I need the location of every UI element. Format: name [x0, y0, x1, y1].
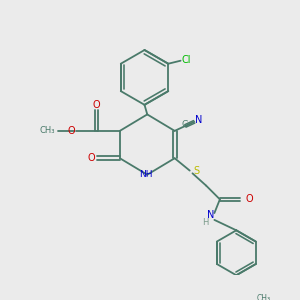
Text: N: N	[207, 210, 214, 220]
Text: Cl: Cl	[181, 55, 191, 64]
Text: C: C	[181, 120, 188, 129]
Text: O: O	[88, 153, 95, 163]
Text: N: N	[196, 115, 203, 124]
Text: CH₃: CH₃	[39, 126, 55, 135]
Text: S: S	[194, 166, 200, 176]
Text: NH: NH	[139, 170, 153, 179]
Text: H: H	[202, 218, 209, 227]
Text: O: O	[245, 194, 253, 204]
Text: O: O	[93, 100, 101, 110]
Text: O: O	[68, 126, 76, 136]
Text: CH₃: CH₃	[257, 294, 271, 300]
